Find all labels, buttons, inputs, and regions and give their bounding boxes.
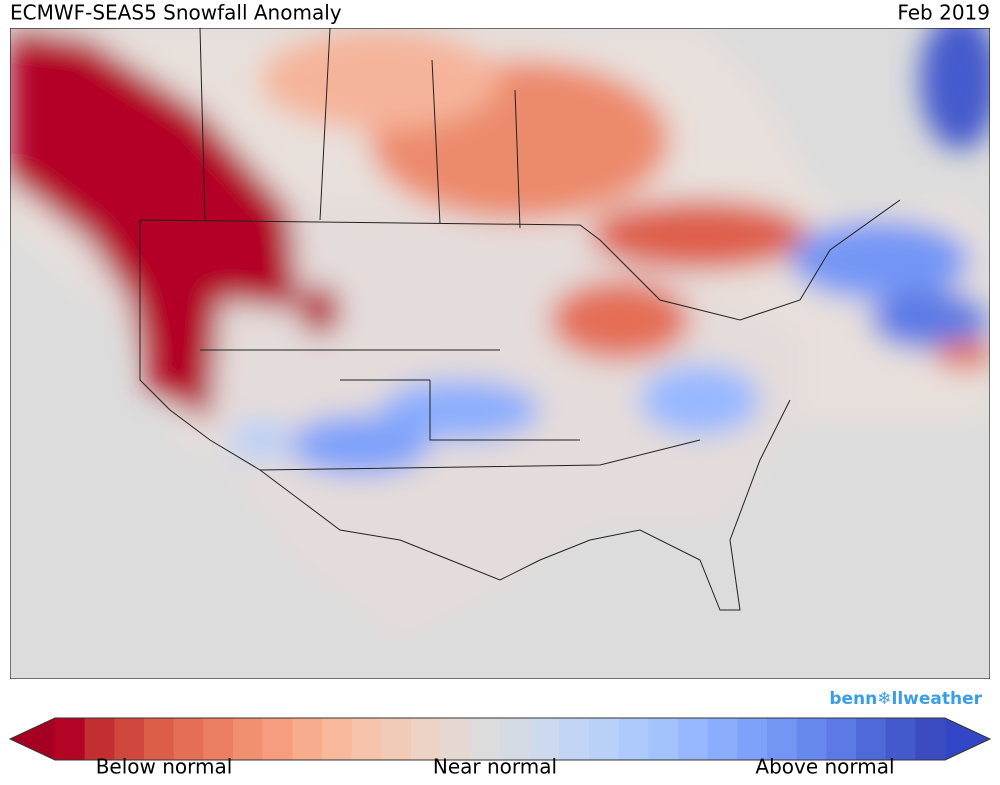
colorbar-segment [55,718,86,760]
colorbar-segment [144,718,175,760]
colorbar-segment [885,718,916,760]
colorbar-segment [767,718,798,760]
colorbar-segment [114,718,145,760]
colorbar-segment [589,718,620,760]
title: ECMWF-SEAS5 Snowfall Anomaly [10,1,342,25]
colorbar-over [945,718,990,760]
colorbar-segment [678,718,709,760]
colorbar-segment [529,718,560,760]
colorbar-under [10,718,55,760]
colorbar-segment [351,718,382,760]
colorbar-label: Near normal [433,755,557,779]
colorbar-segment [915,718,946,760]
colorbar-segment [707,718,738,760]
date: Feb 2019 [897,1,990,25]
colorbar-segment [292,718,323,760]
colorbar-segment [648,718,679,760]
colorbar-segment [470,718,501,760]
colorbar-segment [856,718,887,760]
colorbar-segment [411,718,442,760]
colorbar-segment [381,718,412,760]
colorbar [8,717,992,761]
colorbar-segment [826,718,857,760]
logo: benn❄llweather [829,689,982,709]
colorbar-segment [796,718,827,760]
colorbar-outline [8,717,992,761]
colorbar-label: Above normal [755,755,894,779]
colorbar-segment [203,718,234,760]
colorbar-segment [322,718,353,760]
colorbar-segment [173,718,204,760]
colorbar-segment [262,718,293,760]
map [10,28,990,679]
colorbar-label: Below normal [96,755,233,779]
colorbar-segment [233,718,264,760]
colorbar-segment [559,718,590,760]
colorbar-segment [737,718,768,760]
colorbar-segment [618,718,649,760]
colorbar-segment [440,718,471,760]
colorbar-segment [500,718,531,760]
colorbar-segment [84,718,115,760]
